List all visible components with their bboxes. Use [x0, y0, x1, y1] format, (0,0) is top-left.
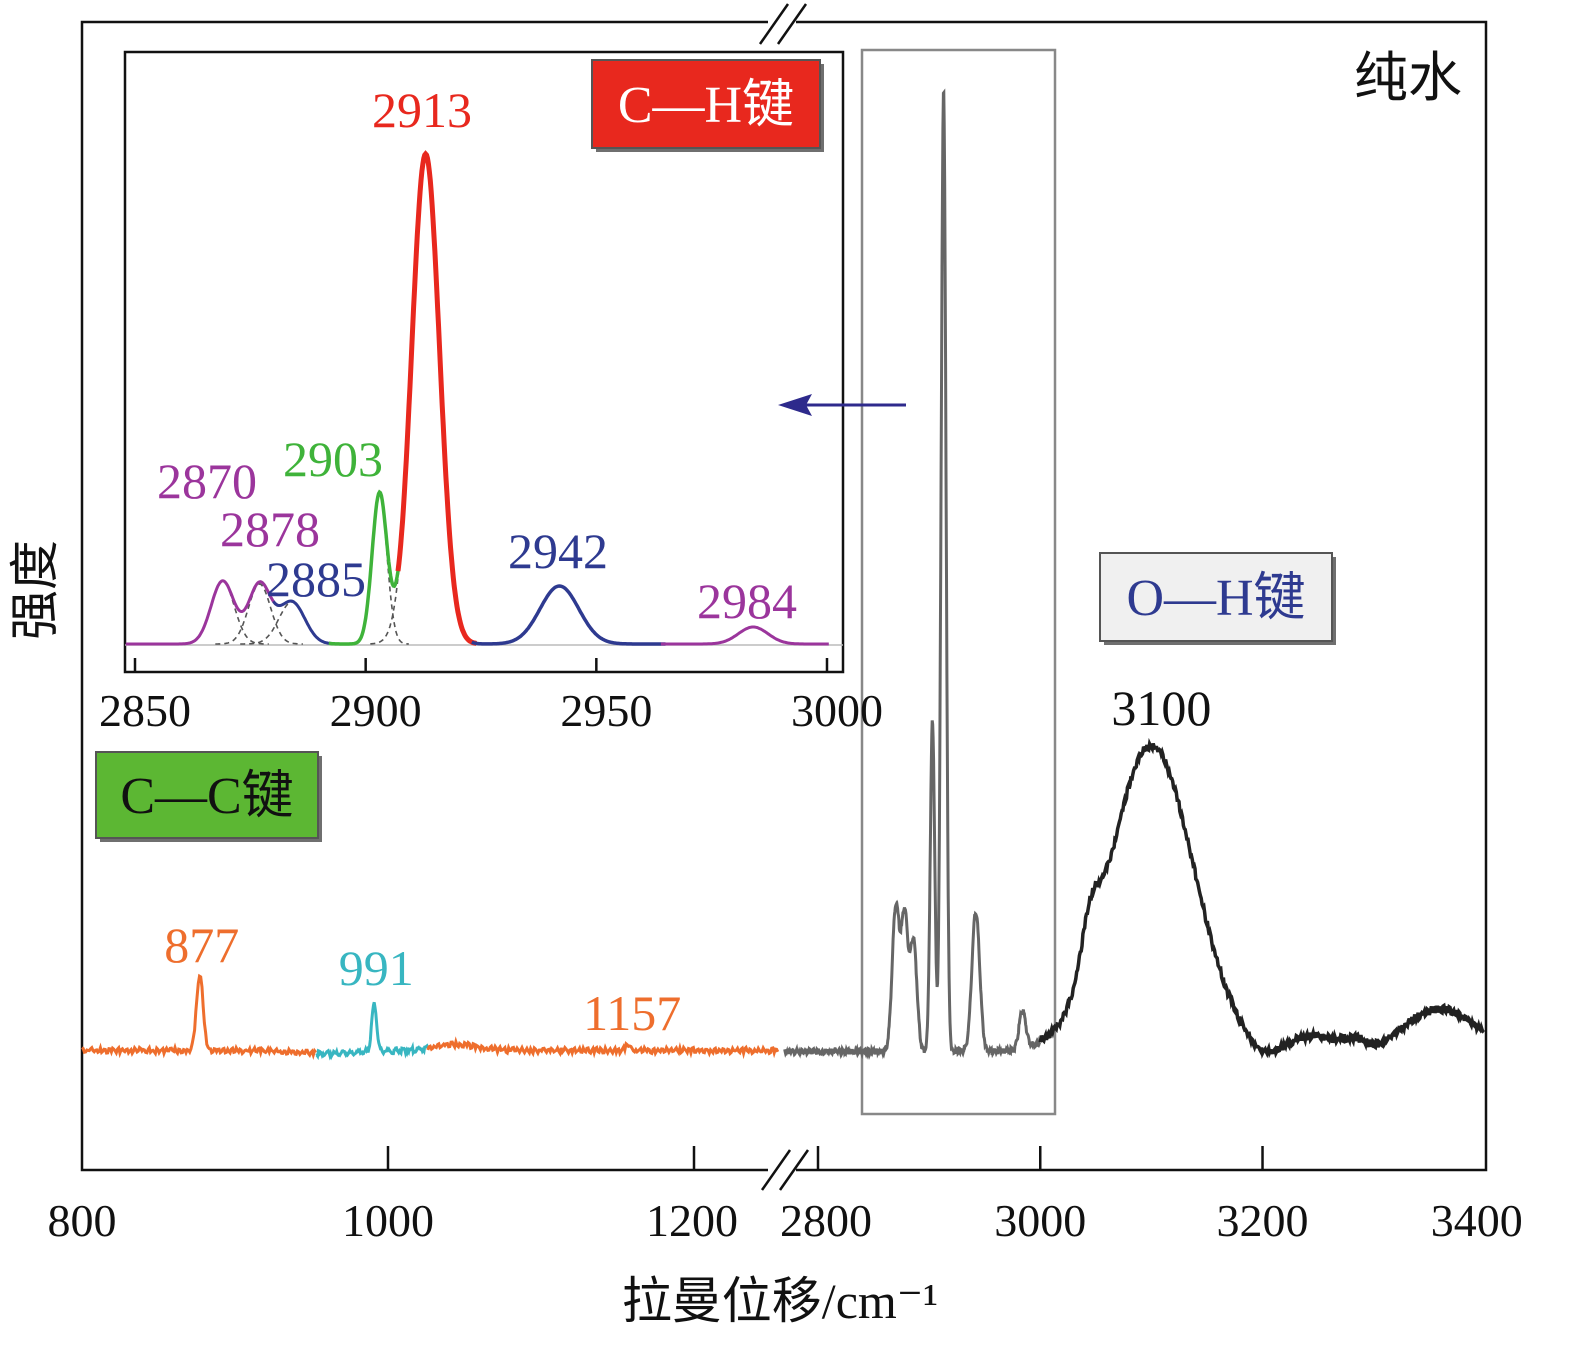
inset-x-tick-label: 2900: [330, 685, 422, 736]
inset-peak-label: 2903: [283, 431, 383, 487]
x-tick-label: 3400: [1431, 1195, 1523, 1246]
inset-component-curve: [215, 583, 303, 645]
x-tick-layer: 800 1000 1200 2800 3000 3200 3400: [48, 1146, 1523, 1246]
x-tick-label: 800: [48, 1195, 117, 1246]
region-label-text: C—H键: [618, 77, 794, 134]
inset-peak-label: 2870: [157, 453, 257, 509]
sample-label: 纯水: [1354, 46, 1462, 109]
peak-label: 991: [339, 940, 414, 996]
region-label-box: [95, 751, 319, 839]
region-label-box: [591, 59, 821, 149]
region-label-text: O—H键: [1126, 570, 1305, 627]
peak-label: 877: [164, 917, 239, 973]
axis-break-top-mark: [776, 3, 808, 45]
spectrum-line-cc-orange: [426, 1036, 780, 1060]
ch-region-highlight-box: [860, 48, 1057, 1116]
x-tick-label: 3200: [1217, 1195, 1309, 1246]
spectrum-line-cc-cyan: [315, 1001, 430, 1061]
inset-component-curve: [176, 580, 269, 645]
inset-fit-curve: [328, 489, 402, 646]
region-label-box: [1099, 552, 1333, 642]
region-label-layer: C—C键 C—H键 O—H键: [95, 59, 1336, 842]
axis-break-top-gap: [768, 14, 796, 30]
inset-frame: [123, 50, 845, 674]
axis-break-bottom-gap: [768, 1162, 796, 1178]
x-tick-label: 1000: [342, 1195, 434, 1246]
inset-x-tick-label: 3000: [791, 685, 883, 736]
spectrum-line-oh: [1038, 737, 1485, 1059]
inset-fit-curve: [471, 584, 666, 646]
axis-break-top-mark: [758, 3, 790, 45]
inset-peak-label: 2913: [372, 82, 472, 138]
peak-label-layer: 877 991 1157 3100: [164, 680, 1211, 1041]
peak-label: 3100: [1111, 680, 1211, 736]
inset-peak-label: 2942: [508, 523, 608, 579]
y-axis-title: 强度: [6, 540, 64, 640]
spectrum-line-cc-orange: [81, 973, 317, 1061]
x-axis-title: 拉曼位移/cm⁻¹: [622, 1273, 938, 1329]
x-tick-label: 1200: [646, 1195, 738, 1246]
inset-peak-label: 2885: [266, 551, 366, 607]
inset-arrow-head: [778, 394, 812, 416]
region-label-text: C—C键: [120, 768, 293, 825]
x-tick-label: 2800: [780, 1195, 872, 1246]
inset-peak-label: 2878: [220, 501, 320, 557]
inset-peak-label: 2984: [697, 573, 797, 629]
inset-x-tick-label: 2950: [560, 685, 652, 736]
inset-fit-curve: [125, 579, 279, 646]
inset-fit-curve: [272, 599, 334, 646]
axis-break-bottom-mark: [760, 1149, 792, 1191]
peak-label: 1157: [583, 985, 681, 1041]
inset-x-tick-label: 2850: [99, 685, 191, 736]
inset-fit-curve: [660, 625, 829, 646]
inset-fit-curve: [395, 150, 477, 646]
spectrum-layer: [81, 88, 1485, 1061]
axis-break-bottom-mark: [778, 1149, 810, 1191]
spectrum-line-ch: [783, 88, 1042, 1061]
x-tick-label: 3000: [994, 1195, 1086, 1246]
